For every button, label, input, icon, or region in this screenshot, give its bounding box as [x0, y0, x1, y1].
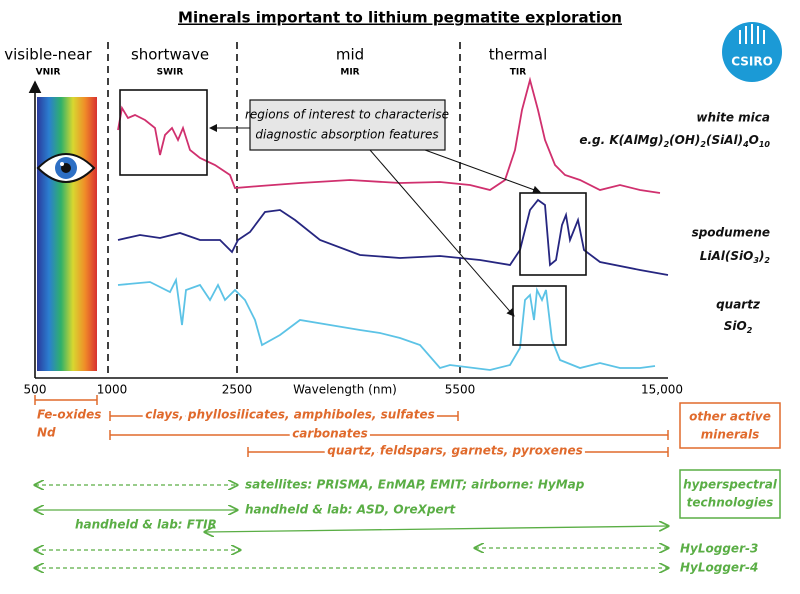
axis-tick-label: 5500 [445, 383, 476, 397]
white-mica-spectrum [117, 76, 661, 194]
axis-tick-label: 2500 [222, 383, 253, 397]
region-abbr: TIR [510, 68, 526, 78]
technology-label: satellites: PRISMA, EnMAP, EMIT; airborn… [245, 478, 585, 492]
axis-tick-label: 1000 [97, 383, 128, 397]
active-minerals-box [679, 402, 781, 449]
technology-label: handheld & lab: ASD, OreXpert [245, 503, 457, 517]
box-label: hyperspectral [683, 478, 778, 492]
region-name: mid [336, 46, 364, 64]
callout-text: diagnostic absorption features [255, 128, 438, 142]
region-abbr: SWIR [157, 68, 184, 78]
title: Minerals important to lithium pegmatite … [178, 9, 622, 27]
range-label: Fe-oxides [37, 408, 101, 422]
region-abbr: MIR [340, 68, 359, 78]
region-name: visible-near [4, 46, 92, 64]
logo-circle [722, 22, 782, 82]
quartz-spectrum [117, 276, 656, 371]
spodumene-spectrum [117, 198, 669, 276]
range-label: Nd [37, 426, 56, 440]
axis-tick-label: 500 [24, 383, 47, 397]
logo-lines [739, 24, 765, 44]
region-name: thermal [489, 46, 548, 64]
technology-label: HyLogger-4 [680, 561, 758, 575]
technology-label: HyLogger-3 [680, 542, 758, 556]
spectrum-bar [37, 97, 97, 371]
axis-label: Wavelength (nm) [293, 383, 397, 397]
range-label: carbonates [292, 427, 368, 441]
range-label: quartz, feldspars, garnets, pyroxenes [327, 444, 582, 458]
mineral-formula: e.g. K(AlMg)2(OH)2(SiAl)4O10 [579, 133, 770, 150]
region-name: shortwave [131, 46, 209, 64]
callout-box [249, 99, 446, 151]
mineral-name: white mica [696, 111, 770, 125]
mineral-formula: SiO2 [724, 319, 753, 336]
logo-text: CSIRO [731, 55, 773, 69]
box-label: other active [689, 410, 771, 424]
callout-text: regions of interest to characterise [245, 108, 449, 122]
eye [36, 153, 96, 183]
box-label: technologies [687, 496, 774, 510]
technology-label: handheld & lab: FTIR [75, 518, 217, 532]
mineral-name: quartz [716, 298, 761, 312]
mineral-name: spodumene [692, 226, 770, 240]
mineral-formula: LiAl(SiO3)2 [700, 249, 771, 266]
box-label: minerals [701, 428, 760, 442]
technologies-box [679, 469, 781, 519]
range-label: clays, phyllosilicates, amphiboles, sulf… [145, 408, 434, 422]
technology-ranges [35, 485, 668, 568]
logo: CSIRO [722, 22, 782, 82]
region-abbr: VNIR [36, 68, 61, 78]
region-dividers [107, 42, 461, 378]
active-mineral-ranges [34, 395, 669, 457]
callout-arrows [209, 124, 541, 317]
axis-tick-label: 15,000 [641, 383, 683, 397]
